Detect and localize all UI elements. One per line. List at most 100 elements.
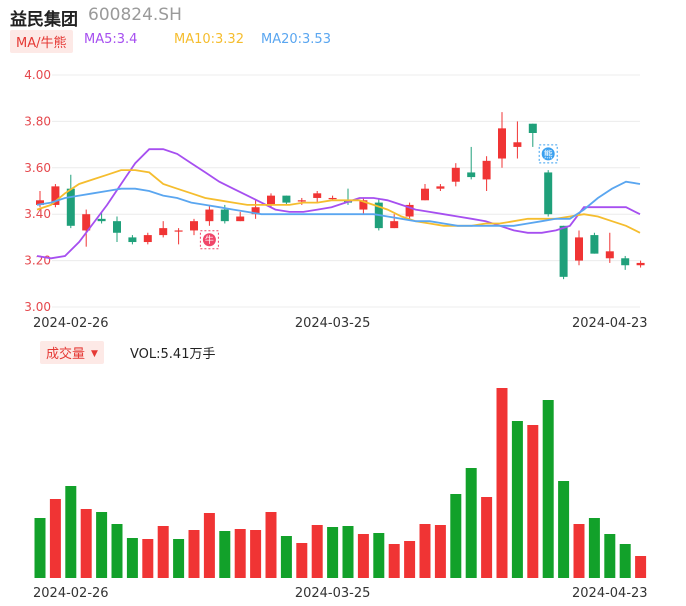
volume-bar — [96, 512, 108, 578]
y-tick-label: 3.00 — [24, 300, 51, 314]
volume-bar — [296, 543, 308, 578]
candle — [467, 146, 476, 180]
candle-body — [174, 230, 183, 232]
candle-body — [267, 195, 275, 205]
volume-chart[interactable]: 2024-02-26 2024-03-25 2024-04-23 — [0, 360, 686, 606]
candle-body — [421, 188, 429, 201]
stock-name: 益民集团 — [10, 10, 78, 30]
candle — [451, 163, 460, 187]
candle-body — [205, 209, 214, 222]
candle — [436, 184, 445, 191]
x-tick-label: 2024-02-26 — [33, 586, 109, 601]
bull-signal-marker-icon — [202, 233, 216, 247]
candle-body — [590, 235, 599, 254]
volume-bar — [496, 388, 508, 578]
candle — [621, 255, 630, 270]
volume-bar — [157, 526, 169, 578]
candle — [205, 204, 214, 226]
candle — [498, 112, 506, 168]
candle-body — [113, 221, 121, 233]
candle-body — [559, 225, 568, 277]
candle — [143, 232, 152, 245]
bear-signal-marker-icon — [541, 147, 555, 161]
candle-body — [328, 197, 337, 200]
candle — [559, 225, 568, 280]
volume-bar — [450, 494, 462, 578]
x-tick-label: 2024-04-23 — [572, 586, 648, 601]
volume-bar — [34, 518, 46, 578]
x-tick-label: 2024-03-25 — [295, 316, 371, 331]
candle — [236, 211, 245, 222]
candle-body — [605, 251, 614, 259]
candle-body — [482, 160, 491, 180]
candle-body — [313, 193, 322, 198]
candle — [51, 184, 60, 208]
x-tick-label: 2024-04-23 — [572, 316, 648, 331]
volume-value: VOL:5.41万手 — [130, 347, 216, 362]
y-tick-label: 3.40 — [24, 207, 51, 221]
volume-bar — [126, 538, 138, 578]
candle-body — [467, 172, 476, 178]
candle-body — [513, 142, 522, 147]
ma-indicator-label: MA/牛熊 — [16, 36, 67, 51]
bull-signal-marker-label: 牛 — [205, 234, 214, 246]
candle — [282, 195, 291, 205]
volume-bar — [311, 525, 323, 578]
volume-bar — [465, 468, 477, 578]
candle — [405, 202, 414, 219]
candle — [390, 214, 399, 229]
bull-signal-marker-frame — [199, 230, 219, 250]
candle-body — [390, 221, 399, 229]
volume-bar — [635, 556, 647, 578]
volume-indicator-selector[interactable]: 成交量 ▼ — [40, 341, 104, 364]
volume-bar — [80, 509, 92, 578]
volume-bar — [573, 524, 585, 578]
candle-body — [544, 172, 553, 215]
volume-bar — [588, 518, 600, 578]
volume-bar — [511, 421, 523, 578]
bear-signal-marker-label: 熊 — [544, 148, 553, 160]
volume-bar — [619, 544, 631, 578]
candle — [159, 221, 168, 238]
volume-bar — [527, 425, 539, 578]
y-tick-label: 3.80 — [24, 114, 51, 128]
candle — [575, 230, 583, 266]
candle-body — [236, 216, 245, 222]
volume-bar — [419, 524, 431, 578]
candle-body — [143, 235, 152, 243]
candle — [421, 184, 429, 201]
candle — [528, 123, 537, 147]
volume-bar — [558, 481, 570, 578]
candle — [82, 209, 91, 247]
candle — [128, 235, 137, 245]
volume-bar — [280, 536, 292, 578]
volume-indicator-label: 成交量 — [46, 347, 86, 362]
bear-signal-marker: 熊 — [538, 144, 558, 164]
volume-bar — [250, 530, 262, 578]
candle — [66, 174, 75, 229]
volume-bar — [481, 497, 493, 578]
ma20-line — [36, 180, 641, 227]
candle-body — [498, 128, 506, 159]
ma10-line — [36, 169, 641, 234]
ma-indicator-selector[interactable]: MA/牛熊 — [10, 30, 73, 53]
volume-bar — [357, 534, 369, 578]
volume-bar — [49, 499, 61, 578]
volume-bar — [604, 534, 616, 578]
candle-body — [97, 218, 106, 222]
ma5-value: MA5:3.4 — [84, 32, 138, 47]
volume-bar — [142, 539, 154, 578]
y-tick-label: 4.00 — [24, 68, 51, 82]
candle-body — [636, 262, 645, 266]
candle — [174, 228, 183, 245]
candle — [113, 216, 121, 243]
candle-body — [66, 188, 75, 226]
volume-bar — [388, 544, 400, 578]
volume-bar — [434, 525, 446, 578]
candle-body — [297, 200, 306, 202]
bear-signal-marker-frame — [538, 144, 558, 164]
volume-bar — [188, 530, 200, 578]
volume-bar — [265, 512, 277, 578]
candle-body — [51, 186, 60, 205]
